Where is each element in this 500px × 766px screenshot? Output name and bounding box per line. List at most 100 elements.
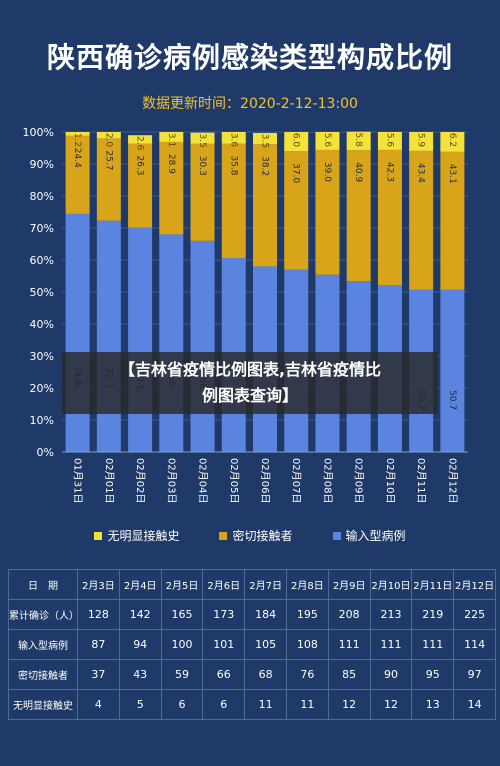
data-label-input: 50.7 (447, 390, 457, 410)
x-tick-label: 01月31日 (72, 458, 84, 503)
table-cell: 66 (202, 659, 246, 690)
data-label-unknown: 3.6 (228, 133, 238, 148)
table-row: 累计确诊（人） 128 142 165 173 184 195 208 213 219 225 (8, 599, 496, 630)
table-cell: 105 (244, 629, 287, 660)
stacked-bar-chart: 0%10%20%30%40%50%60%70%80%90%100%74.424.… (23, 126, 468, 503)
data-label-unknown: 1.2 (72, 133, 82, 147)
table-row-label: 密切接触者 (8, 659, 78, 690)
data-label-unknown: 5.8 (353, 133, 363, 148)
table-row: 输入型病例 87 94 100 101 105 108 111 111 111 114 (8, 629, 496, 660)
bar-segment-contact (409, 150, 434, 290)
bar-segment-unknown (253, 132, 277, 145)
bar-segment-input (159, 234, 184, 452)
bar-segment-contact (128, 143, 153, 228)
y-tick-label: 50% (30, 286, 54, 299)
table-cell: 4 (77, 689, 120, 720)
legend-label-input: 输入型病例 (345, 529, 406, 543)
data-label-contact: 42.3 (384, 162, 394, 182)
table-cell: 87 (77, 629, 120, 660)
table-cell: 13 (411, 689, 455, 720)
bar-segment-unknown (221, 132, 246, 144)
data-label-contact: 28.9 (166, 154, 176, 174)
data-label-unknown: 3.5 (260, 134, 270, 148)
table-header-date: 2月7日 (244, 569, 287, 600)
table-cell: 111 (411, 629, 455, 660)
x-tick-label: 02月12日 (446, 458, 458, 503)
bar-segment-unknown (409, 132, 434, 151)
bar-segment-contact (221, 143, 246, 259)
bar-segment-unknown (159, 132, 184, 142)
table-header-date: 2月9日 (327, 569, 371, 600)
bar-segment-contact (315, 149, 340, 275)
table-header-date: 2月8日 (285, 569, 329, 600)
y-tick-label: 60% (30, 254, 54, 267)
table-cell: 11 (244, 689, 287, 720)
caption-overlay: 【吉林省疫情比例图表,吉林省疫情比 例图表查询】 (62, 352, 438, 414)
chart-legend: 无明显接触史 密切接触者 输入型病例 (0, 527, 500, 544)
chart-title: 陕西确诊病例感染类型构成比例 (46, 41, 453, 74)
bar-segment-input (190, 240, 215, 452)
x-tick-label: 02月09日 (353, 458, 365, 503)
bar-segment-unknown (190, 132, 215, 144)
x-tick-label: 02月10日 (384, 458, 396, 503)
bar-segment-unknown (440, 132, 465, 152)
table-cell: 100 (160, 629, 204, 660)
bar-segment-unknown (128, 135, 153, 144)
data-label-unknown: 5.6 (322, 133, 332, 148)
data-label-unknown: 5.9 (416, 133, 426, 148)
table-cell: 90 (369, 659, 413, 690)
data-label-unknown: 2.6 (135, 136, 145, 151)
table-header-date: 2月11日 (411, 569, 455, 600)
bar-segment-contact (159, 141, 184, 235)
table-header-date: 2月4日 (118, 569, 162, 600)
bar-segment-unknown (65, 132, 90, 136)
data-table: 日 期 2月3日 2月4日 2月5日 2月6日 2月7日 2月8日 2月9日 2月10日 2月11… (8, 569, 496, 720)
table-cell: 111 (369, 629, 413, 660)
table-cell: 37 (77, 659, 120, 690)
legend-item-input: 输入型病例 (332, 527, 406, 544)
legend-label-contact: 密切接触者 (232, 529, 293, 543)
table-cell: 97 (453, 659, 496, 690)
table-cell: 208 (327, 599, 371, 630)
table-cell: 219 (411, 599, 455, 630)
legend-swatch-unknown (94, 531, 103, 540)
x-tick-label: 02月11日 (415, 458, 427, 503)
y-tick-label: 10% (30, 414, 54, 427)
y-tick-label: 20% (30, 382, 54, 395)
bar-segment-unknown (315, 132, 340, 150)
x-tick-label: 02月03日 (165, 458, 177, 503)
bar-segment-unknown (377, 132, 402, 150)
data-label-unknown: 6.0 (291, 133, 301, 148)
y-tick-label: 0% (37, 446, 54, 459)
table-header-date: 2月12日 (453, 569, 496, 600)
table-cell: 213 (369, 599, 413, 630)
y-tick-label: 70% (30, 222, 54, 235)
data-label-contact: 39.0 (322, 162, 332, 182)
data-label-contact: 35.8 (228, 155, 238, 175)
table-cell: 94 (118, 629, 162, 660)
table-header-date: 2月10日 (369, 569, 413, 600)
bar-segment-unknown (346, 131, 371, 151)
table-cell: 6 (160, 689, 204, 720)
data-label-contact: 26.3 (135, 155, 145, 175)
legend-swatch-contact (219, 531, 228, 540)
table-row-label: 输入型病例 (8, 629, 78, 660)
chart-subtitle: 数据更新时间：2020-2-12-13:00 (142, 96, 358, 112)
table-cell: 12 (369, 689, 413, 720)
data-label-unknown: 5.6 (384, 133, 394, 148)
y-tick-label: 100% (23, 126, 54, 139)
data-label-contact: 43.1 (447, 164, 457, 184)
table-cell: 101 (202, 629, 246, 660)
data-label-contact: 43.4 (416, 163, 426, 183)
table-cell: 173 (202, 599, 246, 630)
table-row: 无明显接触史 4 5 6 6 11 11 12 12 13 14 (8, 689, 496, 720)
y-tick-label: 80% (30, 190, 54, 203)
table-cell: 85 (327, 659, 371, 690)
table-row-label: 无明显接触史 (8, 689, 78, 720)
table-cell: 5 (118, 689, 162, 720)
table-cell: 68 (244, 659, 287, 690)
bar-segment-input (128, 227, 153, 452)
table-cell: 76 (285, 659, 329, 690)
table-cell: 59 (160, 659, 204, 690)
x-tick-label: 02月01日 (103, 458, 115, 503)
